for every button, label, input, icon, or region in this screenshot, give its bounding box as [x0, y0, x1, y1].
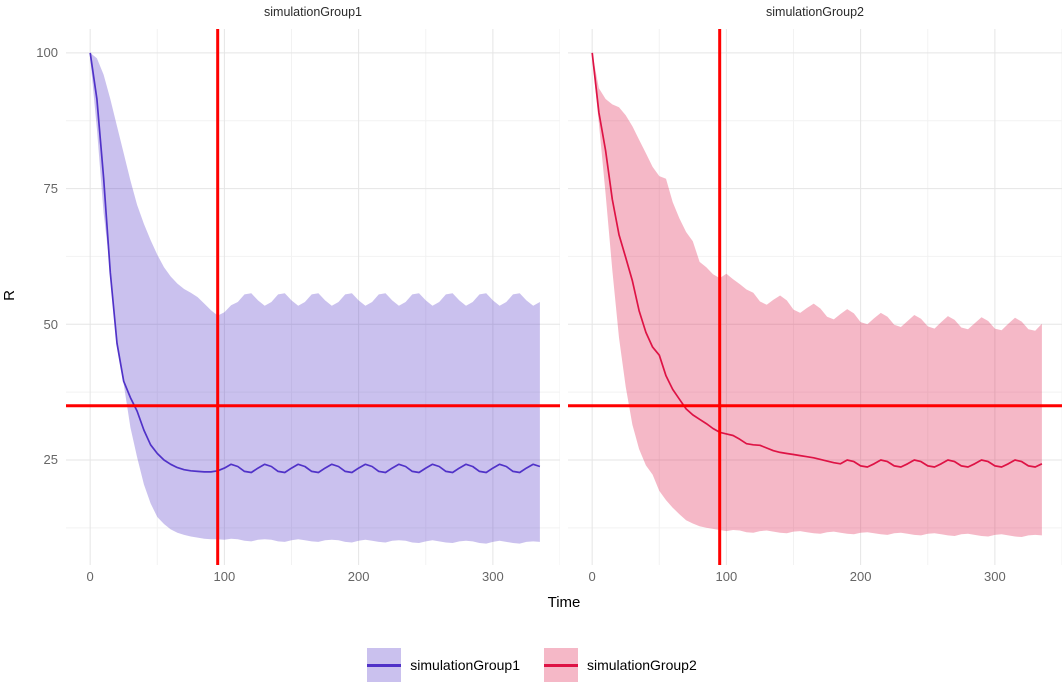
legend-label: simulationGroup2	[587, 657, 697, 673]
confidence-ribbon	[592, 52, 1042, 538]
facet-title-simulationGroup1: simulationGroup1	[264, 5, 362, 19]
x-tick-label: 200	[347, 569, 370, 584]
y-tick-label: 50	[43, 316, 58, 332]
y-tick-label: 75	[43, 181, 58, 197]
x-tick-label: 100	[715, 569, 738, 584]
x-tick-label: 0	[588, 569, 596, 584]
confidence-ribbon	[90, 52, 540, 544]
legend-item-simulationGroup1: simulationGroup1	[367, 648, 520, 682]
y-tick-label: 100	[36, 45, 58, 61]
x-tick-label: 100	[213, 569, 236, 584]
facet-title-simulationGroup2: simulationGroup2	[766, 5, 864, 19]
y-tick-label: 25	[43, 452, 58, 468]
legend-key-line-icon	[367, 663, 402, 667]
legend: simulationGroup1 simulationGroup2	[0, 646, 1064, 684]
facet-panel-simulationGroup1	[66, 29, 560, 565]
legend-key-line-icon	[544, 663, 578, 667]
x-tick-label: 300	[482, 569, 504, 584]
x-axis-title: Time	[547, 594, 581, 611]
legend-swatch-ribbon-icon	[367, 648, 402, 682]
x-tick-label: 0	[86, 569, 94, 584]
panel-plot-area	[568, 29, 1062, 565]
facet-panel-simulationGroup2	[568, 29, 1062, 565]
mean-line	[89, 52, 541, 474]
y-axis-title: R	[0, 290, 18, 301]
legend-item-simulationGroup2: simulationGroup2	[544, 648, 697, 682]
mean-line	[591, 52, 1043, 468]
x-tick-label: 300	[984, 569, 1006, 584]
x-tick-label: 200	[849, 569, 872, 584]
legend-label: simulationGroup1	[410, 657, 520, 673]
legend-swatch-ribbon-icon	[544, 648, 578, 682]
panel-plot-area	[66, 29, 560, 565]
